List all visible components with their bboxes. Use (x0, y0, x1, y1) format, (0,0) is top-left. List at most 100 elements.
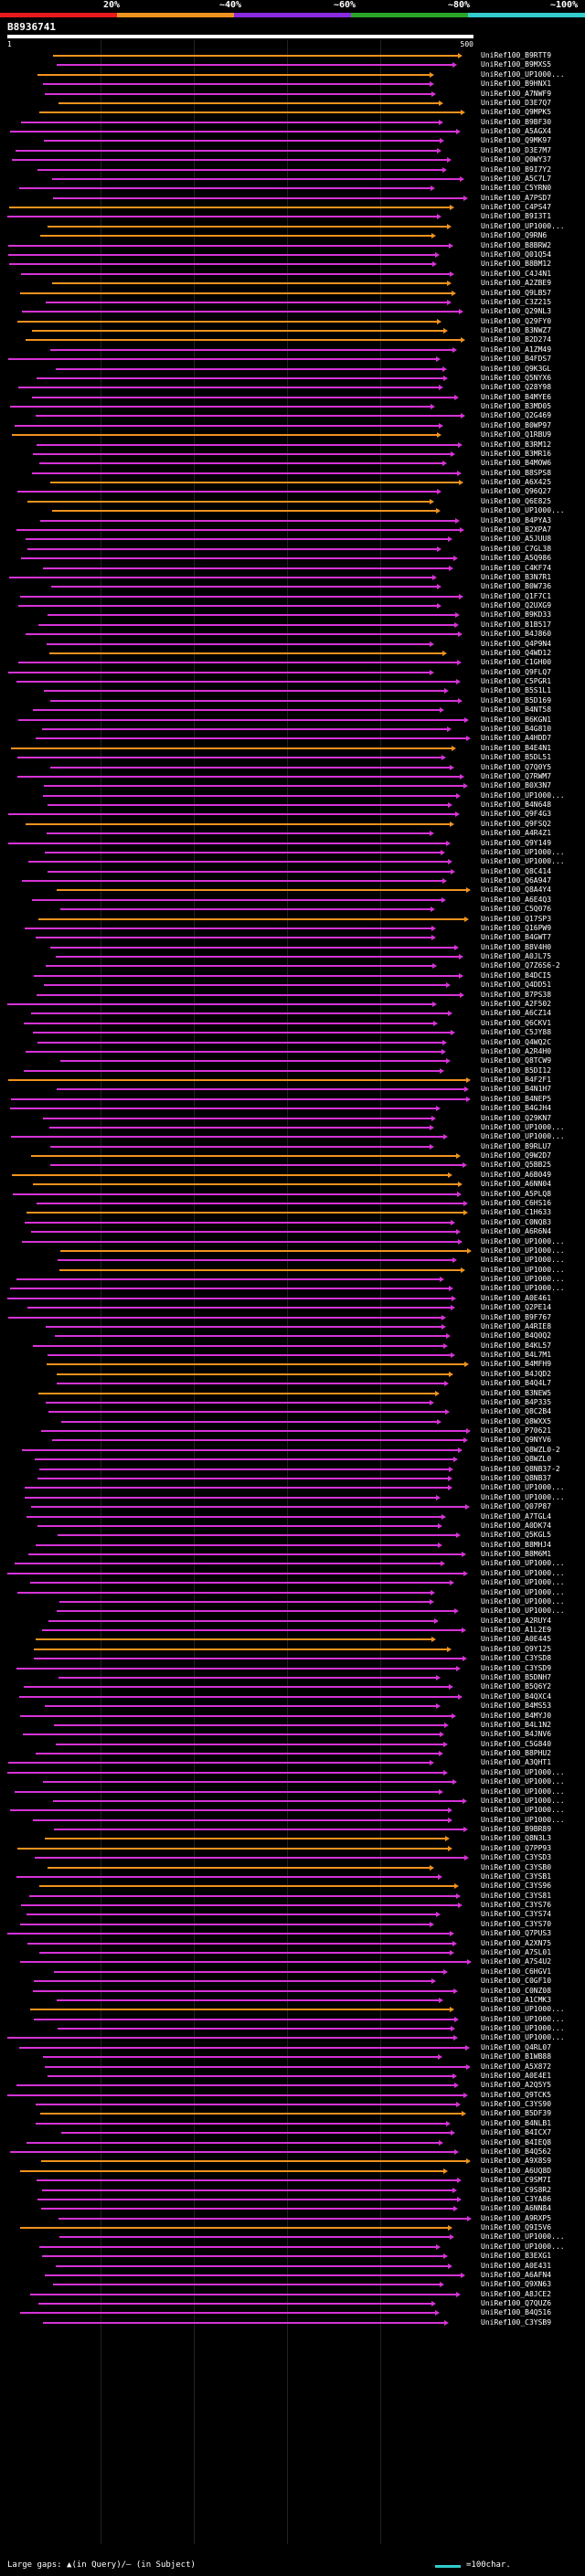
hit-row[interactable]: UniRef100_B4P335 (0, 1398, 585, 1407)
hit-row[interactable]: UniRef100_Q9MPK5 (0, 108, 585, 117)
hit-label[interactable]: UniRef100_B4NEP5 (481, 1094, 552, 1103)
hit-label[interactable]: UniRef100_A6CZ14 (481, 1009, 552, 1018)
hit-label[interactable]: UniRef100_Q9K3GL (481, 364, 552, 373)
hit-row[interactable]: UniRef100_A0E431 (0, 2262, 585, 2271)
hit-label[interactable]: UniRef100_Q0WY37 (481, 155, 552, 164)
hit-label[interactable]: UniRef100_Q9RN6 (481, 231, 548, 240)
hit-label[interactable]: UniRef100_B4NLB1 (481, 2118, 552, 2127)
hit-row[interactable]: UniRef100_A6NN04 (0, 1180, 585, 1189)
hit-label[interactable]: UniRef100_Q6E825 (481, 496, 552, 505)
hit-label[interactable]: UniRef100_C3YS96 (481, 1882, 552, 1891)
hit-row[interactable]: UniRef100_B0X3N7 (0, 781, 585, 790)
hit-label[interactable]: UniRef100_B7PS38 (481, 990, 552, 999)
hit-label[interactable]: UniRef100_Q9Y125 (481, 1644, 552, 1653)
hit-label[interactable]: UniRef100_A0DK74 (481, 1521, 552, 1530)
hit-label[interactable]: UniRef100_UP1000... (481, 1796, 565, 1805)
hit-label[interactable]: UniRef100_Q9MPK5 (481, 108, 552, 117)
hit-label[interactable]: UniRef100_Q8WZL0 (481, 1455, 552, 1464)
hit-row[interactable]: UniRef100_B4N1H7 (0, 1085, 585, 1094)
hit-row[interactable]: UniRef100_UP1000... (0, 2015, 585, 2024)
hit-label[interactable]: UniRef100_A2F502 (481, 1000, 552, 1008)
hit-row[interactable]: UniRef100_Q29KN7 (0, 1114, 585, 1123)
hit-label[interactable]: UniRef100_B4MOW6 (481, 459, 552, 468)
hit-label[interactable]: UniRef100_A5PLQ8 (481, 1189, 552, 1198)
hit-row[interactable]: UniRef100_C1GH00 (0, 658, 585, 667)
hit-label[interactable]: UniRef100_Q4WQ2C (481, 1037, 552, 1046)
hit-label[interactable]: UniRef100_B4L1N2 (481, 1720, 552, 1729)
hit-row[interactable]: UniRef100_C3YS90 (0, 2100, 585, 2109)
hit-row[interactable]: UniRef100_C0NZ08 (0, 1987, 585, 1996)
hit-label[interactable]: UniRef100_Q9XN63 (481, 2280, 552, 2289)
hit-label[interactable]: UniRef100_B4Q0Q2 (481, 1331, 552, 1341)
hit-row[interactable]: UniRef100_UP1000... (0, 1578, 585, 1587)
hit-row[interactable]: UniRef100_B9I3T1 (0, 212, 585, 221)
hit-row[interactable]: UniRef100_A6AFN4 (0, 2271, 585, 2280)
hit-label[interactable]: UniRef100_B5D169 (481, 695, 552, 705)
hit-row[interactable]: UniRef100_A9X8S9 (0, 2157, 585, 2166)
hit-label[interactable]: UniRef100_A5Q986 (481, 554, 552, 563)
hit-row[interactable]: UniRef100_B9BF30 (0, 118, 585, 127)
hit-row[interactable]: UniRef100_B9RLU7 (0, 1142, 585, 1151)
hit-label[interactable]: UniRef100_UP1000... (481, 2014, 565, 2023)
hit-row[interactable]: UniRef100_A0JL75 (0, 952, 585, 961)
hit-row[interactable]: UniRef100_C4KF74 (0, 564, 585, 573)
hit-row[interactable]: UniRef100_C9SM7I (0, 2176, 585, 2185)
hit-row[interactable]: UniRef100_A6NN84 (0, 2204, 585, 2213)
hit-row[interactable]: UniRef100_C3YS81 (0, 1892, 585, 1901)
hit-row[interactable]: UniRef100_A6R6N4 (0, 1227, 585, 1236)
hit-label[interactable]: UniRef100_B4N1H7 (481, 1085, 552, 1094)
hit-row[interactable]: UniRef100_B8BM12 (0, 260, 585, 269)
hit-label[interactable]: UniRef100_Q8C2B4 (481, 1407, 552, 1416)
hit-row[interactable]: UniRef100_UP1000... (0, 2024, 585, 2033)
hit-label[interactable]: UniRef100_C3YSD3 (481, 1853, 552, 1862)
hit-row[interactable]: UniRef100_A7TGL4 (0, 1512, 585, 1521)
hit-label[interactable]: UniRef100_B4NT58 (481, 705, 552, 715)
hit-row[interactable]: UniRef100_A6CZ14 (0, 1009, 585, 1018)
hit-row[interactable]: UniRef100_A6B049 (0, 1171, 585, 1180)
hit-label[interactable]: UniRef100_Q29FY0 (481, 316, 552, 325)
hit-row[interactable]: UniRef100_Q2UXG9 (0, 601, 585, 610)
hit-row[interactable]: UniRef100_B4E4N1 (0, 744, 585, 753)
hit-row[interactable]: UniRef100_UP1000... (0, 1569, 585, 1578)
hit-row[interactable]: UniRef100_Q9NYV6 (0, 1436, 585, 1445)
hit-row[interactable]: UniRef100_A7PSD7 (0, 194, 585, 203)
hit-row[interactable]: UniRef100_Q6A947 (0, 876, 585, 885)
hit-label[interactable]: UniRef100_C3YSB1 (481, 1871, 552, 1881)
hit-label[interactable]: UniRef100_A7TGL4 (481, 1511, 552, 1521)
hit-row[interactable]: UniRef100_B4Q0Q2 (0, 1331, 585, 1341)
hit-label[interactable]: UniRef100_Q8WXX5 (481, 1416, 552, 1426)
hit-label[interactable]: UniRef100_B8SPS8 (481, 468, 552, 477)
hit-row[interactable]: UniRef100_B8BRW2 (0, 241, 585, 250)
hit-label[interactable]: UniRef100_Q9FLQ7 (481, 667, 552, 676)
hit-row[interactable]: UniRef100_B4MFH9 (0, 1360, 585, 1369)
hit-label[interactable]: UniRef100_A9RXP5 (481, 2213, 552, 2222)
hit-row[interactable]: UniRef100_Q4WQ2C (0, 1038, 585, 1047)
hit-label[interactable]: UniRef100_C3YS90 (481, 2100, 552, 2109)
hit-row[interactable]: UniRef100_UP1000... (0, 1777, 585, 1786)
hit-label[interactable]: UniRef100_UP1000... (481, 1806, 565, 1815)
hit-label[interactable]: UniRef100_A2ZBE9 (481, 279, 552, 288)
hit-row[interactable]: UniRef100_A2R4H0 (0, 1047, 585, 1056)
hit-label[interactable]: UniRef100_B5DI12 (481, 1065, 552, 1075)
hit-row[interactable]: UniRef100_B5DF39 (0, 2109, 585, 2118)
hit-label[interactable]: UniRef100_Q96Q27 (481, 487, 552, 496)
hit-row[interactable]: UniRef100_B4NLB1 (0, 2119, 585, 2128)
hit-label[interactable]: UniRef100_A1L2E9 (481, 1626, 552, 1635)
hit-label[interactable]: UniRef100_A6E4Q3 (481, 895, 552, 904)
hit-row[interactable]: UniRef100_B5D169 (0, 696, 585, 705)
hit-label[interactable]: UniRef100_A2R4H0 (481, 1046, 552, 1055)
hit-row[interactable]: UniRef100_A1L2E9 (0, 1626, 585, 1635)
hit-row[interactable]: UniRef100_C5Q076 (0, 905, 585, 914)
hit-label[interactable]: UniRef100_B8PHU2 (481, 1749, 552, 1758)
hit-row[interactable]: UniRef100_B4NEP5 (0, 1095, 585, 1104)
hit-row[interactable]: UniRef100_P70621 (0, 1426, 585, 1436)
hit-label[interactable]: UniRef100_Q1RBU9 (481, 430, 552, 440)
hit-label[interactable]: UniRef100_A9X8S9 (481, 2157, 552, 2166)
hit-row[interactable]: UniRef100_A4R4Z1 (0, 829, 585, 838)
hit-row[interactable]: UniRef100_B4Q562 (0, 2147, 585, 2157)
hit-row[interactable]: UniRef100_Q8C2B4 (0, 1407, 585, 1416)
hit-row[interactable]: UniRef100_B4GJH4 (0, 1104, 585, 1113)
hit-row[interactable]: UniRef100_Q7PP93 (0, 1844, 585, 1853)
hit-label[interactable]: UniRef100_A7PSD7 (481, 193, 552, 202)
hit-label[interactable]: UniRef100_A5AGX4 (481, 127, 552, 136)
